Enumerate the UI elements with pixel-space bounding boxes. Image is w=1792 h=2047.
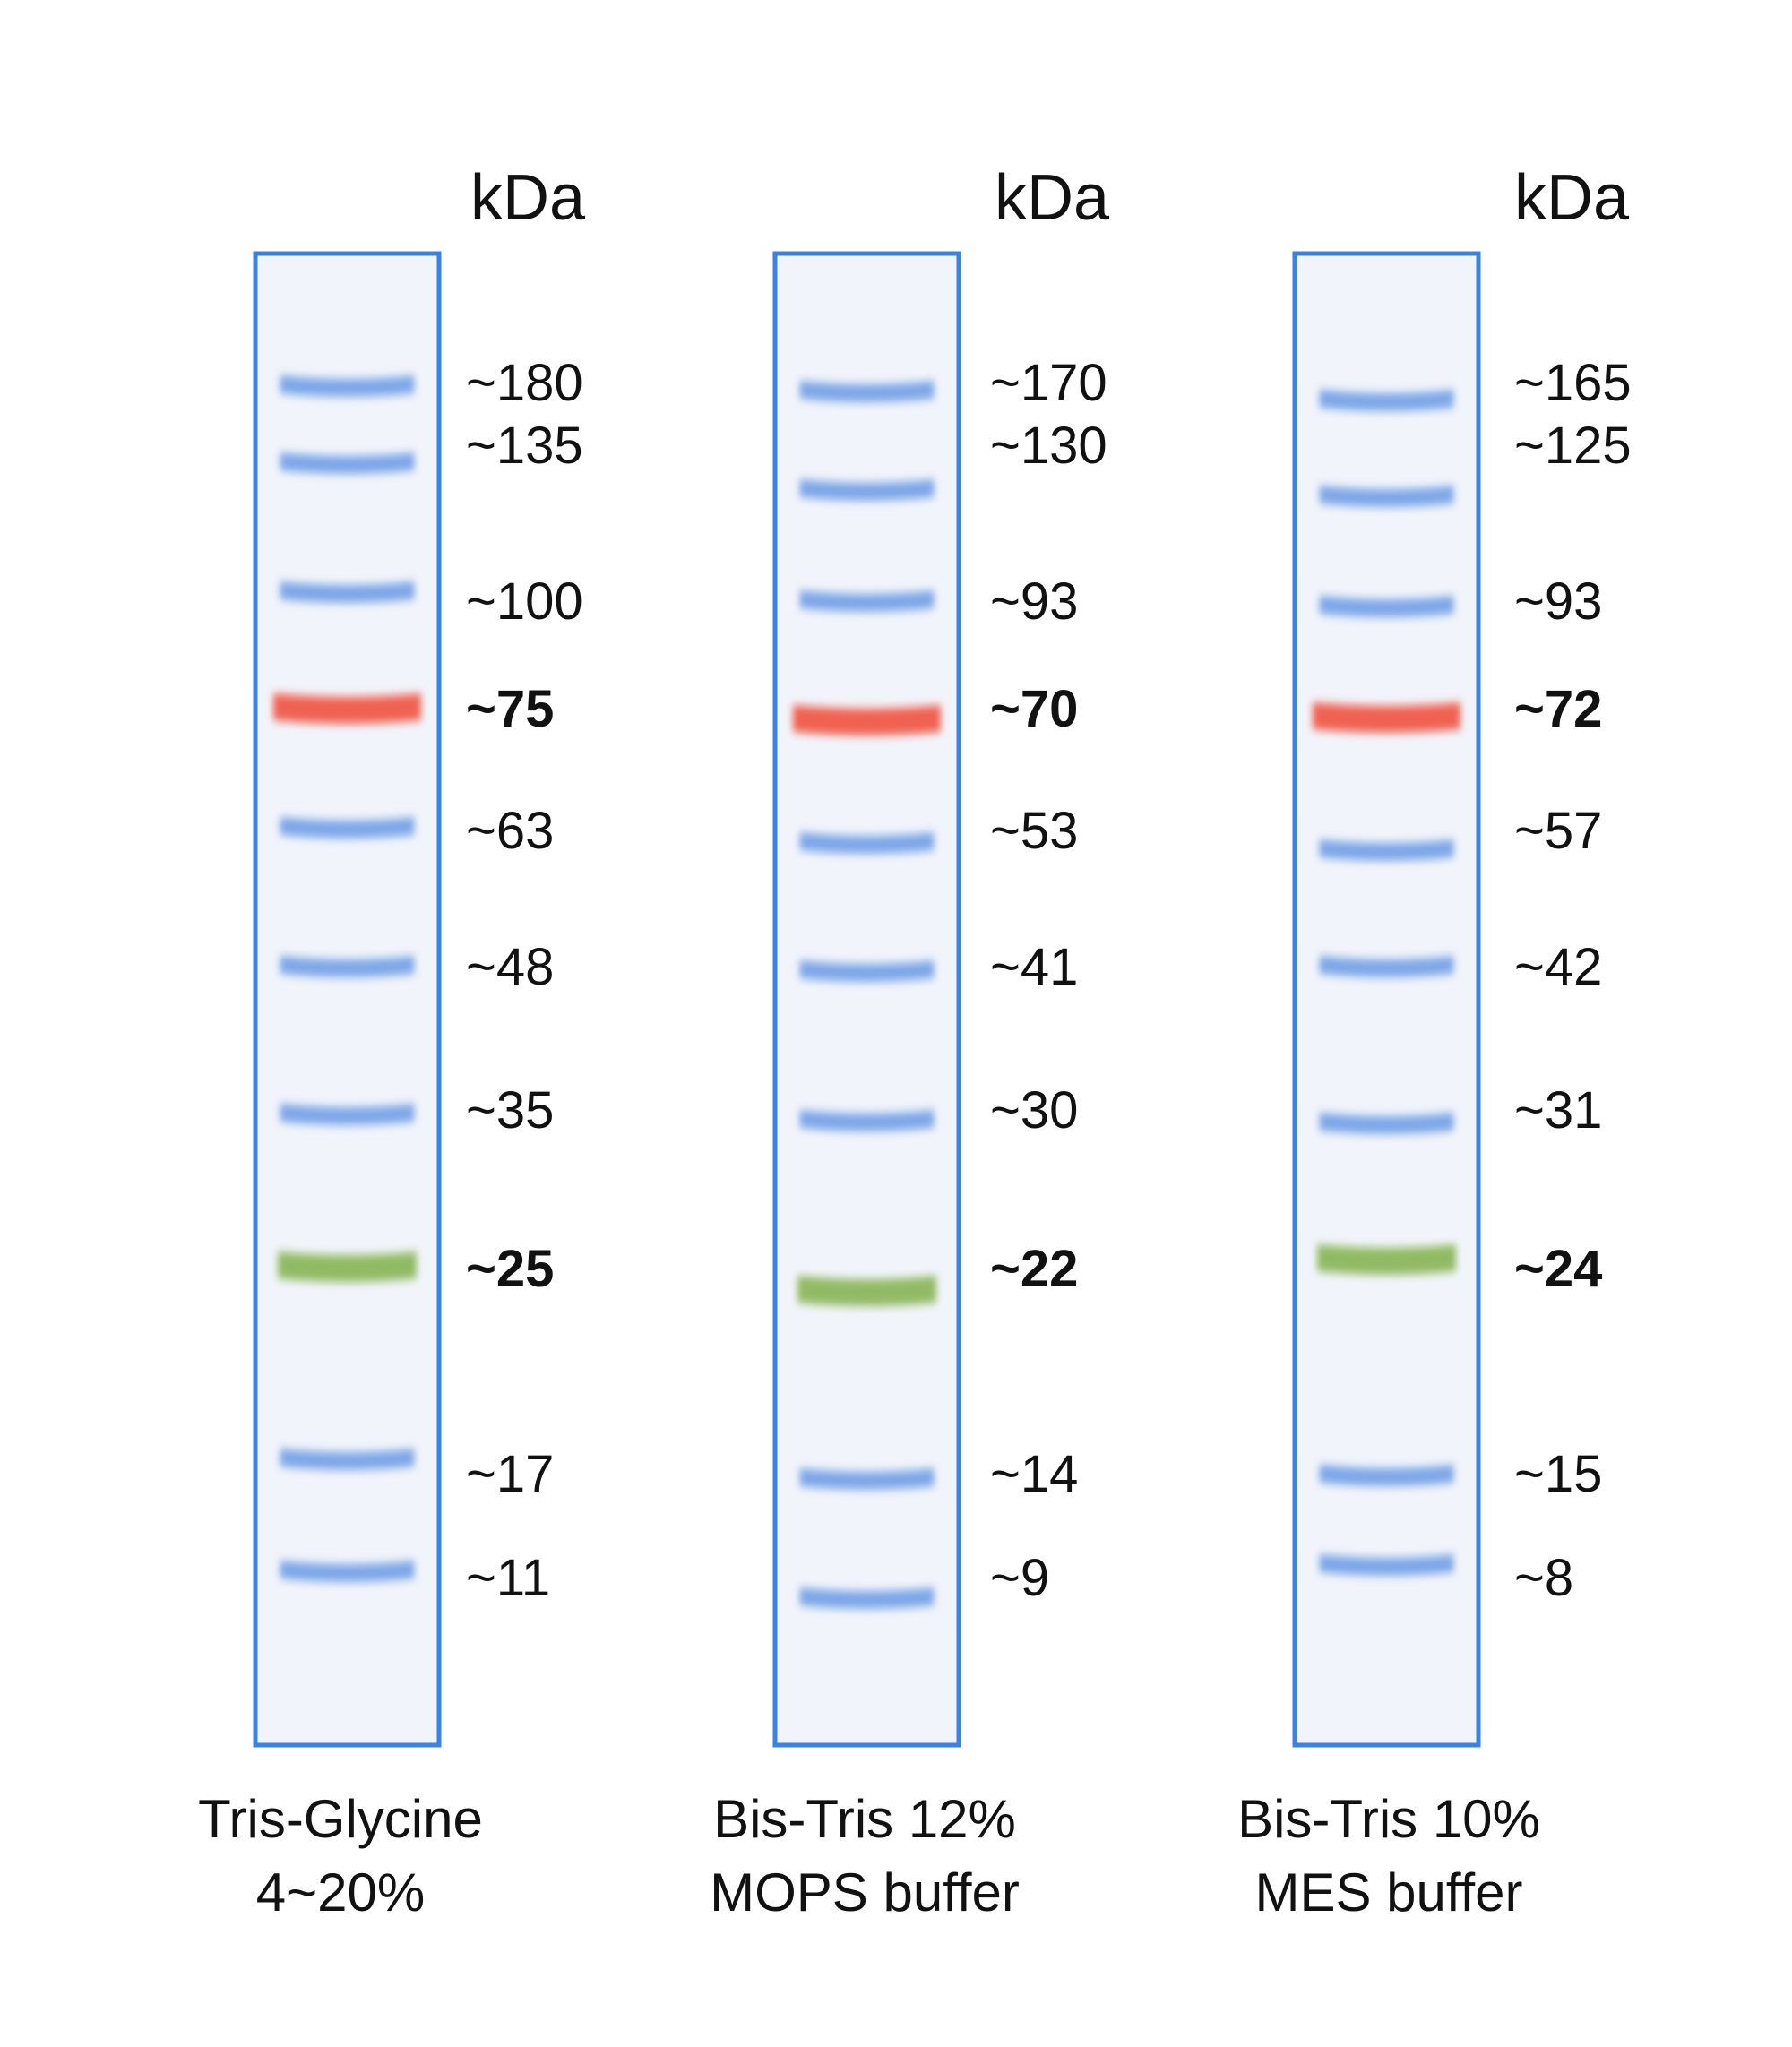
- protein-band-blue: [1319, 1554, 1454, 1576]
- protein-band-red: [793, 705, 941, 735]
- marker-label: ~130: [990, 417, 1107, 475]
- gel-lane-1: [253, 251, 442, 1748]
- marker-label: ~93: [1514, 572, 1603, 631]
- lane-caption-line-1: Tris-Glycine: [198, 1789, 483, 1849]
- marker-label: ~165: [1514, 354, 1632, 412]
- marker-label: ~30: [990, 1081, 1079, 1140]
- marker-label: ~8: [1514, 1549, 1574, 1607]
- protein-band-blue: [1319, 1113, 1454, 1134]
- gel-lane-3: [1292, 251, 1481, 1748]
- protein-band-blue: [280, 452, 415, 474]
- lane-caption-line-2: 4~20%: [255, 1862, 426, 1922]
- lane-caption-3: Bis-Tris 10% MES buffer: [1156, 1783, 1622, 1930]
- marker-label: ~75: [466, 680, 555, 738]
- marker-label: ~31: [1514, 1081, 1603, 1140]
- marker-label: ~63: [466, 802, 555, 860]
- protein-band-blue: [799, 590, 935, 612]
- marker-label: ~48: [466, 938, 555, 996]
- marker-label: ~93: [990, 572, 1079, 631]
- lane-caption-2: Bis-Tris 12% MOPS buffer: [632, 1783, 1098, 1930]
- protein-band-blue: [280, 1104, 415, 1125]
- protein-band-blue: [799, 960, 935, 982]
- protein-band-blue: [280, 375, 415, 397]
- marker-label: ~70: [990, 680, 1079, 738]
- protein-band-blue: [1319, 1465, 1454, 1486]
- protein-band-blue: [280, 1449, 415, 1470]
- gel-lane-2: [772, 251, 961, 1748]
- marker-label: ~11: [466, 1549, 551, 1607]
- marker-label: ~22: [990, 1240, 1079, 1298]
- marker-label: ~57: [1514, 802, 1603, 860]
- kda-unit-label-lane-1: kDa: [470, 162, 586, 234]
- marker-label: ~9: [990, 1549, 1050, 1607]
- protein-band-blue: [1319, 956, 1454, 977]
- protein-band-red: [273, 693, 421, 724]
- protein-band-green: [1317, 1244, 1456, 1275]
- marker-label: ~14: [990, 1445, 1079, 1503]
- marker-label: ~135: [466, 417, 583, 475]
- protein-band-blue: [1319, 390, 1454, 411]
- protein-band-blue: [280, 956, 415, 977]
- marker-label: ~17: [466, 1445, 555, 1503]
- protein-band-blue: [799, 832, 935, 854]
- lane-caption-line-1: Bis-Tris 10%: [1237, 1789, 1540, 1849]
- marker-label: ~125: [1514, 417, 1632, 475]
- protein-band-blue: [1319, 839, 1454, 861]
- protein-band-blue: [799, 479, 935, 501]
- protein-band-blue: [1319, 486, 1454, 507]
- marker-label: ~180: [466, 354, 583, 412]
- marker-label: ~15: [1514, 1445, 1603, 1503]
- marker-label: ~35: [466, 1081, 555, 1140]
- marker-label: ~24: [1514, 1240, 1603, 1298]
- marker-label: ~25: [466, 1240, 555, 1298]
- protein-band-blue: [280, 1561, 415, 1582]
- protein-band-blue: [799, 1468, 935, 1490]
- lane-caption-1: Tris-Glycine 4~20%: [108, 1783, 573, 1930]
- marker-label: ~41: [990, 938, 1079, 996]
- marker-label: ~53: [990, 802, 1079, 860]
- lane-caption-line-2: MOPS buffer: [710, 1862, 1020, 1922]
- marker-label: ~100: [466, 572, 583, 631]
- kda-unit-label-lane-3: kDa: [1514, 162, 1630, 234]
- protein-band-blue: [280, 581, 415, 603]
- lane-caption-line-1: Bis-Tris 12%: [713, 1789, 1016, 1849]
- protein-band-green: [797, 1276, 936, 1306]
- lane-caption-line-2: MES buffer: [1254, 1862, 1523, 1922]
- protein-band-red: [1313, 702, 1460, 733]
- marker-label: ~42: [1514, 938, 1603, 996]
- protein-band-blue: [1319, 596, 1454, 617]
- marker-label: ~72: [1514, 680, 1603, 738]
- protein-band-green: [278, 1251, 417, 1282]
- protein-band-blue: [799, 1110, 935, 1131]
- kda-unit-label-lane-2: kDa: [995, 162, 1110, 234]
- protein-band-blue: [799, 381, 935, 402]
- protein-band-blue: [799, 1587, 935, 1609]
- protein-band-blue: [280, 817, 415, 839]
- marker-label: ~170: [990, 354, 1107, 412]
